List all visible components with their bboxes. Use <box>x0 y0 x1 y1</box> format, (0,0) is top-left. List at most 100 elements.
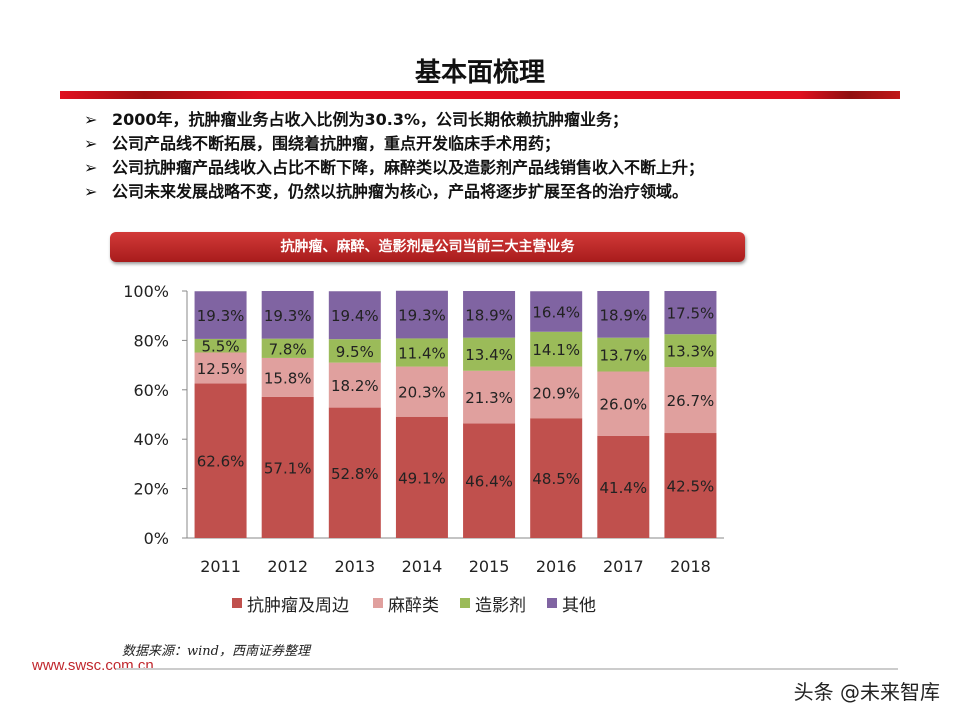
bar-segment <box>328 339 381 363</box>
y-tick-label: 0% <box>144 529 169 548</box>
data-label: 9.5% <box>336 343 374 361</box>
y-tick-label: 100% <box>123 282 169 301</box>
bullet-item: ➢ 2000年，抗肿瘤业务占收入比例为30.3%，公司长期依赖抗肿瘤业务； <box>84 108 704 132</box>
data-label: 14.1% <box>532 341 580 359</box>
bar-segment <box>261 396 314 538</box>
legend-label: 抗肿瘤及周边 <box>247 596 349 616</box>
bar-segment <box>395 290 448 339</box>
bar-segment <box>194 338 247 353</box>
data-label: 20.3% <box>398 384 446 402</box>
data-label: 52.8% <box>331 465 379 483</box>
x-tick-label: 2015 <box>469 557 510 576</box>
data-label: 16.4% <box>532 304 580 322</box>
data-label: 5.5% <box>202 338 240 356</box>
y-tick-label: 40% <box>133 430 169 449</box>
bar-segment <box>194 352 247 384</box>
legend-swatch <box>373 598 383 608</box>
x-tick-label: 2016 <box>536 557 577 576</box>
arrow-right-icon: ➢ <box>84 134 98 153</box>
title-divider <box>60 91 900 99</box>
data-label: 18.9% <box>465 306 513 324</box>
legend-label: 造影剂 <box>475 596 526 616</box>
data-label: 26.7% <box>667 392 715 410</box>
data-label: 57.1% <box>264 459 312 477</box>
data-label: 17.5% <box>667 305 715 323</box>
bar-segment <box>530 331 583 367</box>
bar-segment <box>463 291 516 338</box>
data-label: 19.3% <box>197 307 245 325</box>
arrow-right-icon: ➢ <box>84 158 98 177</box>
bar-segment <box>395 416 448 538</box>
bar-segment <box>664 334 717 368</box>
legend-swatch <box>232 598 242 608</box>
arrow-right-icon: ➢ <box>84 182 98 201</box>
arrow-right-icon: ➢ <box>84 110 98 129</box>
bar-segment <box>328 291 381 340</box>
data-label: 13.3% <box>667 343 715 361</box>
data-source: 数据来源：wind，西南证券整理 <box>122 644 310 659</box>
bar-segment <box>194 291 247 339</box>
watermark: 头条 @未来智库 <box>793 680 940 704</box>
y-tick-label: 20% <box>133 480 169 499</box>
data-label: 19.4% <box>331 307 379 325</box>
data-label: 62.6% <box>197 453 245 471</box>
bar-segment <box>597 371 650 436</box>
data-label: 20.9% <box>532 384 580 402</box>
x-tick-label: 2018 <box>670 557 711 576</box>
data-label: 19.3% <box>398 307 446 325</box>
data-label: 18.2% <box>331 377 379 395</box>
legend-label: 其他 <box>562 596 596 616</box>
y-tick-label: 60% <box>133 381 169 400</box>
data-label: 7.8% <box>269 340 307 358</box>
x-tick-label: 2017 <box>603 557 644 576</box>
bar-segment <box>194 383 247 538</box>
bar-segment <box>597 435 650 538</box>
x-tick-label: 2011 <box>200 557 241 576</box>
bar-segment <box>463 370 516 424</box>
data-label: 46.4% <box>465 473 513 491</box>
x-tick-label: 2013 <box>334 557 375 576</box>
bar-segment <box>328 407 381 538</box>
data-label: 11.4% <box>398 345 446 363</box>
x-tick-label: 2012 <box>267 557 308 576</box>
bullet-item: ➢ 公司抗肿瘤产品线收入占比不断下降，麻醉类以及造影剂产品线销售收入不断上升； <box>84 156 704 180</box>
data-label: 19.3% <box>264 307 312 325</box>
bar-segment <box>597 291 650 338</box>
bar-segment <box>395 366 448 417</box>
bar-segment <box>664 291 717 335</box>
y-tick-label: 80% <box>133 331 169 350</box>
data-label: 13.4% <box>465 346 513 364</box>
bar-segment <box>530 291 583 332</box>
bullet-item: ➢ 公司未来发展战略不变，仍然以抗肿瘤为核心，产品将逐步扩展至各的治疗领域。 <box>84 180 704 204</box>
bar-segment <box>530 366 583 419</box>
data-label: 13.7% <box>599 347 647 365</box>
data-label: 18.9% <box>599 306 647 324</box>
data-label: 21.3% <box>465 389 513 407</box>
legend-label: 麻醉类 <box>388 596 439 616</box>
data-label: 49.1% <box>398 469 446 487</box>
bar-segment <box>664 367 717 434</box>
legend-swatch <box>547 598 557 608</box>
data-label: 42.5% <box>667 478 715 496</box>
bullet-item: ➢ 公司产品线不断拓展，围绕着抗肿瘤，重点开发临床手术用药； <box>84 132 704 156</box>
data-label: 41.4% <box>599 479 647 497</box>
data-label: 12.5% <box>197 360 245 378</box>
bar-segment <box>530 418 583 538</box>
legend-swatch <box>460 598 470 608</box>
data-label: 48.5% <box>532 470 580 488</box>
bar-segment <box>463 337 516 371</box>
bar-segment <box>261 357 314 397</box>
bar-segment <box>597 337 650 372</box>
bar-segment <box>328 362 381 408</box>
x-tick-label: 2014 <box>402 557 443 576</box>
page-title: 基本面梳理 <box>414 58 545 88</box>
data-label: 15.8% <box>264 369 312 387</box>
website-link[interactable]: www.swsc.com.cn <box>32 657 154 674</box>
bar-segment <box>463 423 516 538</box>
bullet-list: ➢ 2000年，抗肿瘤业务占收入比例为30.3%，公司长期依赖抗肿瘤业务； ➢ 公司… <box>84 108 704 204</box>
footer-divider <box>116 668 898 670</box>
bar-segment <box>261 338 314 358</box>
data-label: 26.0% <box>599 396 647 414</box>
bar-segment <box>395 338 448 367</box>
